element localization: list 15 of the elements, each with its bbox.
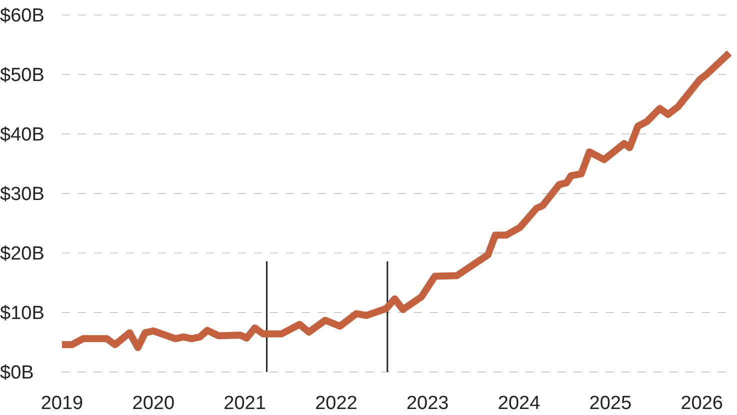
y-tick-label: $10B: [0, 303, 44, 324]
x-tick-label: 2026: [680, 393, 723, 414]
y-tick-label: $50B: [0, 65, 44, 86]
x-tick-label: 2025: [589, 393, 632, 414]
y-tick-label: $20B: [0, 244, 44, 265]
x-tick-label: 2023: [406, 393, 449, 414]
y-tick-label: $60B: [0, 6, 44, 27]
y-tick-label: $30B: [0, 184, 44, 206]
y-tick-label: $40B: [0, 124, 44, 146]
x-tick-label: 2021: [224, 393, 266, 414]
y-tick-label: $0B: [0, 362, 34, 384]
x-tick-label: 2024: [498, 393, 541, 414]
x-tick-label: 2020: [132, 393, 175, 414]
x-tick-label: 2022: [315, 393, 358, 414]
x-tick-label: 2019: [40, 393, 84, 414]
